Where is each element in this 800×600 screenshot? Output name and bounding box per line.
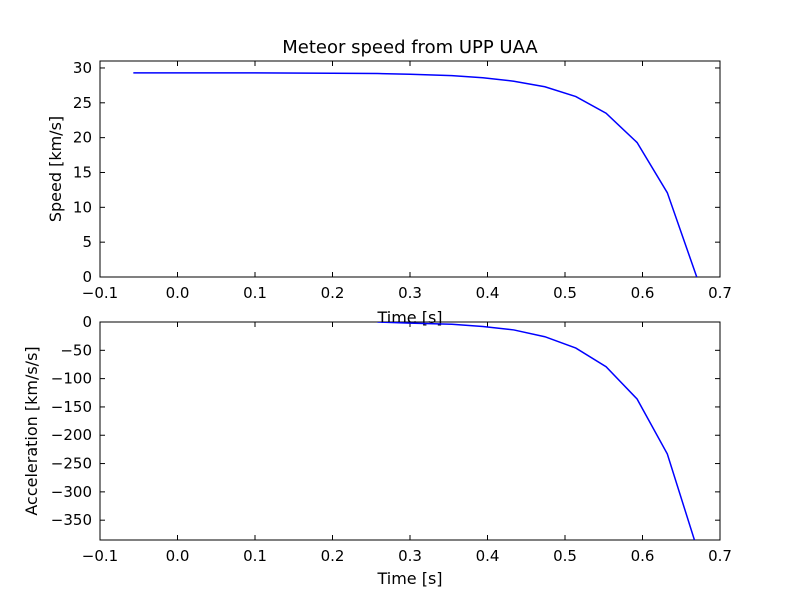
acceleration-x-tick-label: −0.1: [82, 547, 118, 565]
acceleration-x-tick-label: 0.7: [708, 547, 732, 565]
speed-chart-title: Meteor speed from UPP UAA: [282, 37, 538, 58]
speed-x-tick-labels: −0.1 0.0 0.1 0.2 0.3 0.4 0.5 0.6 0.7: [82, 284, 732, 302]
speed-y-tick-label: 20: [73, 129, 92, 147]
acceleration-plot-area: [377, 322, 696, 540]
acceleration-x-tick-label: 0.3: [398, 547, 422, 565]
speed-x-tick-label: 0.7: [708, 284, 732, 302]
speed-y-tick-label: 5: [82, 233, 92, 251]
speed-x-tick-label: 0.5: [553, 284, 577, 302]
speed-x-tick-label: 0.0: [166, 284, 190, 302]
acceleration-y-tick-label: −250: [51, 455, 92, 473]
acceleration-y-tick-label: −300: [51, 483, 92, 501]
acceleration-y-tick-label: −100: [51, 370, 92, 388]
acceleration-y-tick-label: −350: [51, 511, 92, 529]
speed-x-tick-label: 0.3: [398, 284, 422, 302]
speed-series-line: [133, 72, 698, 277]
acceleration-y-tick-label: −50: [60, 341, 92, 359]
acceleration-x-tick-labels: −0.1 0.0 0.1 0.2 0.3 0.4 0.5 0.6 0.7: [82, 547, 732, 565]
speed-x-tick-label: 0.6: [631, 284, 655, 302]
acceleration-x-tick-label: 0.6: [631, 547, 655, 565]
acceleration-x-tick-label: 0.0: [166, 547, 190, 565]
acceleration-x-tick-label: 0.2: [321, 547, 345, 565]
acceleration-x-tick-label: 0.5: [553, 547, 577, 565]
acceleration-y-tick-label: −200: [51, 426, 92, 444]
acceleration-y-tick-label: 0: [82, 313, 92, 331]
speed-y-tick-label: 25: [73, 94, 92, 112]
acceleration-y-axis-label: Acceleration [km/s/s]: [22, 346, 41, 515]
speed-y-tick-label: 30: [73, 59, 92, 77]
speed-x-tick-label: 0.4: [476, 284, 500, 302]
speed-x-tick-label: 0.2: [321, 284, 345, 302]
speed-plot-area: [133, 72, 698, 277]
acceleration-x-tick-label: 0.4: [476, 547, 500, 565]
speed-y-axis-label: Speed [km/s]: [46, 116, 65, 222]
acceleration-chart: −0.1 0.0 0.1 0.2 0.3 0.4 0.5 0.6 0.7 0 −50 −100 −15…: [22, 313, 732, 588]
speed-chart: Meteor speed from UPP UAA −0.1 0.0 0.1 0.2 0…: [46, 37, 732, 327]
acceleration-x-tick-label: 0.1: [243, 547, 267, 565]
speed-x-tick-label: −0.1: [82, 284, 118, 302]
acceleration-y-tick-labels: 0 −50 −100 −150 −200 −250 −300 −350: [51, 313, 92, 529]
acceleration-series-line: [377, 322, 696, 540]
speed-x-tick-label: 0.1: [243, 284, 267, 302]
speed-y-tick-label: 15: [73, 163, 92, 181]
acceleration-y-tick-label: −150: [51, 398, 92, 416]
speed-ticks: [99, 61, 721, 278]
speed-y-tick-label: 10: [73, 198, 92, 216]
acceleration-x-axis-label: Time [s]: [376, 569, 442, 588]
speed-y-tick-labels: 0 5 10 15 20 25 30: [73, 59, 92, 286]
speed-y-tick-label: 0: [82, 268, 92, 286]
